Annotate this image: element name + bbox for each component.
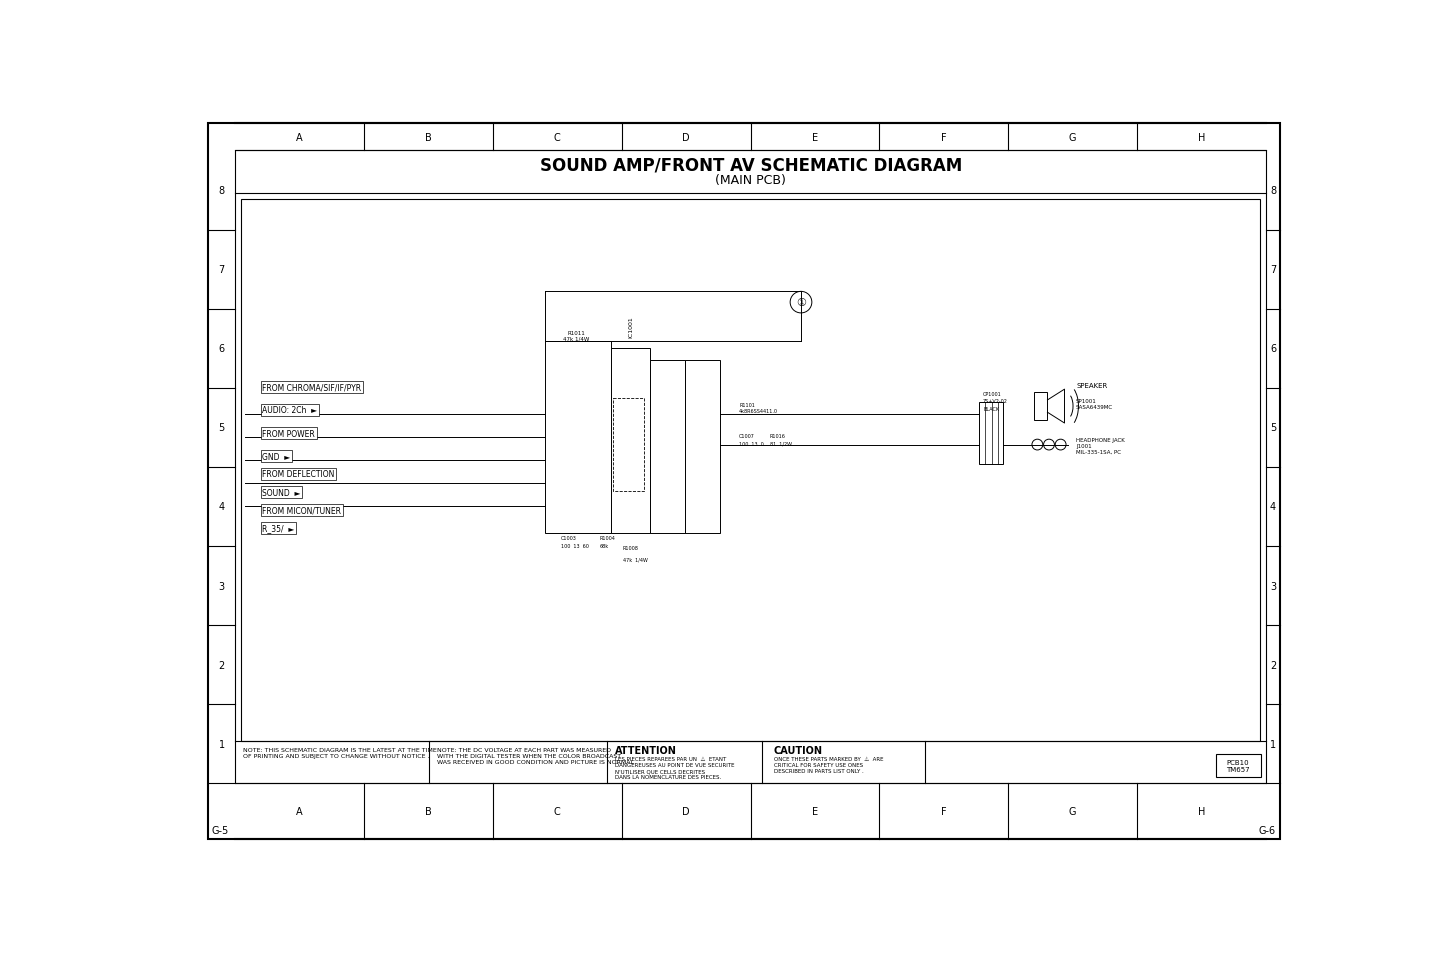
Text: FROM CHROMA/SIF/IF/PYR: FROM CHROMA/SIF/IF/PYR bbox=[262, 383, 362, 392]
Text: 1: 1 bbox=[1270, 739, 1276, 749]
Text: D: D bbox=[682, 132, 691, 142]
Bar bbox=[614, 399, 644, 491]
Text: LES PIECES REPAREES PAR UN  ⚠  ETANT
DANGEREUSES AU POINT DE VUE SECURITE
N'UTIL: LES PIECES REPAREES PAR UN ⚠ ETANT DANGE… bbox=[615, 757, 734, 779]
Text: 100  13  60: 100 13 60 bbox=[560, 543, 589, 549]
Text: ATTENTION: ATTENTION bbox=[615, 745, 676, 755]
Text: D: D bbox=[682, 806, 691, 816]
Bar bbox=[242, 200, 1260, 741]
Text: 47k  1/4W: 47k 1/4W bbox=[623, 557, 647, 561]
Text: BLACK: BLACK bbox=[983, 407, 999, 412]
Text: SOUND AMP/FRONT AV SCHEMATIC DIAGRAM: SOUND AMP/FRONT AV SCHEMATIC DIAGRAM bbox=[540, 156, 961, 174]
Text: C1007: C1007 bbox=[738, 434, 754, 438]
Text: 1: 1 bbox=[219, 739, 224, 749]
Text: (MAIN PCB): (MAIN PCB) bbox=[715, 174, 786, 187]
Text: B: B bbox=[426, 806, 432, 816]
Text: R_35/  ►: R_35/ ► bbox=[262, 524, 294, 533]
Text: G: G bbox=[1069, 132, 1076, 142]
Text: G-5: G-5 bbox=[211, 825, 229, 835]
Text: A: A bbox=[297, 806, 303, 816]
Bar bbox=[979, 403, 1002, 464]
Text: NOTE: THIS SCHEMATIC DIAGRAM IS THE LATEST AT THE TIME
OF PRINTING AND SUBJECT T: NOTE: THIS SCHEMATIC DIAGRAM IS THE LATE… bbox=[243, 747, 437, 759]
Bar bbox=[1034, 393, 1047, 420]
Text: 68k: 68k bbox=[599, 543, 608, 549]
Text: 8: 8 bbox=[1270, 186, 1276, 195]
Text: FROM POWER: FROM POWER bbox=[262, 429, 316, 438]
Text: ONCE THESE PARTS MARKED BY  ⚠  ARE
CRITICAL FOR SAFETY USE ONES
DESCRIBED IN PAR: ONCE THESE PARTS MARKED BY ⚠ ARE CRITICA… bbox=[773, 757, 883, 773]
Bar bbox=[235, 152, 1266, 783]
Text: F: F bbox=[941, 132, 947, 142]
Text: C1003: C1003 bbox=[560, 536, 576, 541]
Bar bbox=[546, 341, 611, 534]
Text: 7S+V2-02: 7S+V2-02 bbox=[983, 399, 1008, 404]
Bar bbox=[650, 360, 685, 534]
Text: 4k8R6SS4411.0: 4k8R6SS4411.0 bbox=[738, 409, 778, 414]
Text: SP1001
SASA6439MC: SP1001 SASA6439MC bbox=[1076, 399, 1114, 410]
Text: 8: 8 bbox=[219, 186, 224, 195]
Text: 4: 4 bbox=[219, 502, 224, 512]
Text: B: B bbox=[426, 132, 432, 142]
Text: NOTE: THE DC VOLTAGE AT EACH PART WAS MEASURED
WITH THE DIGITAL TESTER WHEN THE : NOTE: THE DC VOLTAGE AT EACH PART WAS ME… bbox=[437, 747, 634, 764]
Text: G: G bbox=[1069, 806, 1076, 816]
Text: R1101: R1101 bbox=[738, 403, 754, 408]
Bar bbox=[1216, 755, 1261, 778]
Text: SOUND  ►: SOUND ► bbox=[262, 488, 301, 497]
Text: HEADPHONE JACK
J1001
MIL-335-1SA, PC: HEADPHONE JACK J1001 MIL-335-1SA, PC bbox=[1076, 437, 1125, 454]
Text: G-6: G-6 bbox=[1258, 825, 1276, 835]
Text: 2: 2 bbox=[1270, 660, 1276, 670]
Text: C: C bbox=[555, 132, 560, 142]
Text: R1008: R1008 bbox=[623, 545, 639, 550]
Text: F: F bbox=[941, 806, 947, 816]
Text: GND  ►: GND ► bbox=[262, 452, 291, 461]
Text: CAUTION: CAUTION bbox=[773, 745, 822, 755]
Text: 100  13  0: 100 13 0 bbox=[738, 441, 763, 446]
Text: 81  1/2W: 81 1/2W bbox=[770, 441, 792, 446]
Text: 4: 4 bbox=[1270, 502, 1276, 512]
Text: 3: 3 bbox=[219, 581, 224, 591]
Text: SPEAKER: SPEAKER bbox=[1076, 382, 1108, 388]
Text: E: E bbox=[812, 132, 818, 142]
Text: 7: 7 bbox=[1270, 265, 1276, 274]
Text: 5: 5 bbox=[219, 423, 224, 433]
Text: H: H bbox=[1197, 132, 1205, 142]
Text: IC1001: IC1001 bbox=[628, 315, 633, 337]
Bar bbox=[611, 349, 650, 534]
Text: 3: 3 bbox=[1270, 581, 1276, 591]
Text: A: A bbox=[297, 132, 303, 142]
Text: R1011: R1011 bbox=[568, 331, 585, 335]
Text: FROM MICON/TUNER: FROM MICON/TUNER bbox=[262, 506, 342, 515]
Text: 2: 2 bbox=[219, 660, 224, 670]
Text: PCB10
TM657: PCB10 TM657 bbox=[1226, 760, 1250, 772]
Text: FROM DEFLECTION: FROM DEFLECTION bbox=[262, 470, 334, 478]
Text: R1004: R1004 bbox=[599, 536, 615, 541]
Text: 6: 6 bbox=[219, 344, 224, 354]
Text: 47k 1/4W: 47k 1/4W bbox=[563, 336, 589, 341]
Text: H: H bbox=[1197, 806, 1205, 816]
Bar bbox=[685, 360, 720, 534]
Text: R1016: R1016 bbox=[770, 434, 786, 438]
Text: 5: 5 bbox=[1270, 423, 1276, 433]
Text: C: C bbox=[555, 806, 560, 816]
Text: ①: ① bbox=[796, 298, 807, 308]
Text: AUDIO: 2Ch  ►: AUDIO: 2Ch ► bbox=[262, 406, 317, 415]
Text: 6: 6 bbox=[1270, 344, 1276, 354]
Text: CP1001: CP1001 bbox=[983, 392, 1002, 396]
Text: E: E bbox=[812, 806, 818, 816]
Text: 7: 7 bbox=[219, 265, 224, 274]
